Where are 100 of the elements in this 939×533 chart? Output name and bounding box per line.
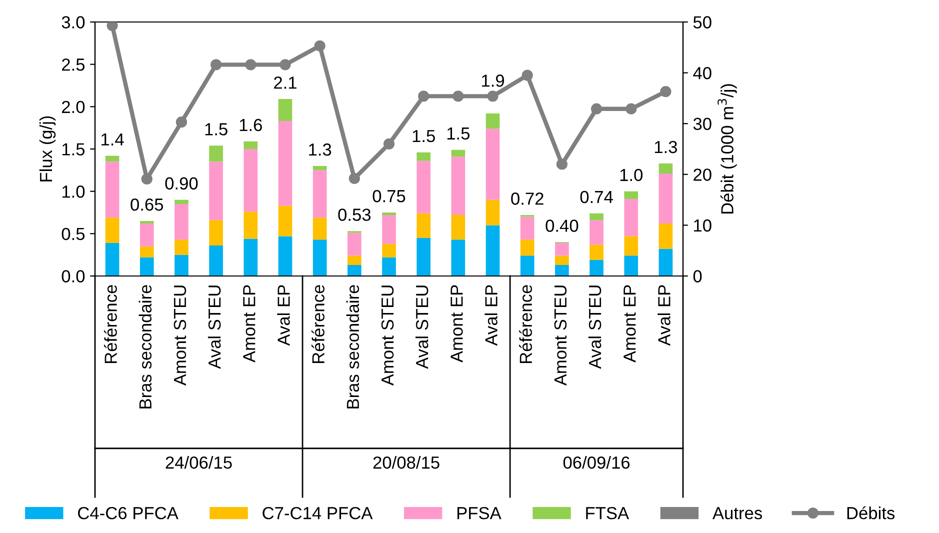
point <box>348 172 360 184</box>
total-label: 0.72 <box>511 192 544 205</box>
bar <box>174 240 188 255</box>
y2-tick-label: 40 <box>693 66 712 80</box>
bar <box>244 238 258 276</box>
y-axis-title: Flux (g/j) <box>39 116 56 182</box>
point <box>452 90 464 102</box>
bar <box>416 160 431 214</box>
bar <box>278 206 292 236</box>
point <box>522 70 533 81</box>
bar <box>174 204 188 240</box>
text: 20/08/15 <box>373 456 440 469</box>
bar <box>486 200 500 226</box>
bar <box>105 218 120 243</box>
bar <box>590 213 604 220</box>
bar <box>105 156 120 162</box>
bar <box>555 264 569 276</box>
bar <box>590 244 604 260</box>
point <box>245 59 256 70</box>
point <box>383 138 395 150</box>
bar <box>209 246 223 276</box>
point <box>487 90 498 102</box>
bar <box>105 242 120 276</box>
total-label: 0.90 <box>165 177 198 190</box>
total-label: 1.9 <box>482 74 504 87</box>
bar <box>347 232 362 256</box>
point <box>280 59 291 70</box>
x-tick-label: Amont STEU <box>174 286 186 386</box>
total-label: 1.5 <box>412 130 435 142</box>
total-label: 1.6 <box>240 118 262 132</box>
x-tick-label: Aval STEU <box>208 286 221 369</box>
bar <box>451 156 466 216</box>
x-tick-label: Référence <box>104 285 117 364</box>
bar <box>382 212 396 216</box>
y2-tick-label: 10 <box>694 219 712 232</box>
legend-label: C4-C6 PFCA <box>78 506 178 520</box>
bar <box>209 220 223 246</box>
x-tick-label: Aval STEU <box>588 286 602 369</box>
x-tick-label: Amont EP <box>450 285 463 362</box>
bar <box>312 218 327 240</box>
y-tick-label: 0.5 <box>62 228 85 240</box>
bar <box>486 113 500 129</box>
bar <box>278 99 292 122</box>
x-tick-label: Aval STEU <box>415 286 428 369</box>
bar <box>312 170 327 218</box>
point <box>556 158 568 170</box>
x-tick-label: Amont EP <box>243 285 256 362</box>
point <box>590 103 602 114</box>
bar <box>209 146 223 162</box>
bar <box>140 257 154 276</box>
bar <box>140 246 154 258</box>
point <box>660 86 672 98</box>
total-label: 1.3 <box>654 140 678 154</box>
x-tick-label: Aval EP <box>277 285 290 346</box>
total-label: 0.74 <box>580 190 613 204</box>
legend-label: FTSA <box>586 506 630 520</box>
y-tick-label: 1.5 <box>62 143 85 156</box>
bar <box>624 256 638 276</box>
y-tick-label: 0.0 <box>62 270 85 282</box>
y-tick-label: 2.0 <box>62 100 85 114</box>
total-label: 1.3 <box>309 143 332 156</box>
bar <box>451 150 466 157</box>
bar <box>312 240 327 276</box>
bar <box>590 260 604 276</box>
bar <box>624 236 638 256</box>
x-tick-label: Bras secondaire <box>346 285 360 408</box>
point <box>418 90 430 102</box>
bar <box>486 225 500 276</box>
y-tick-label: 2.5 <box>62 58 85 71</box>
bar <box>416 213 431 238</box>
bar <box>486 128 500 200</box>
point <box>141 173 152 185</box>
bar <box>416 152 431 161</box>
text: 24/06/15 <box>166 456 232 469</box>
bar <box>312 166 327 170</box>
bar <box>658 163 673 174</box>
point <box>626 103 637 114</box>
bar <box>174 200 188 204</box>
bar <box>244 149 258 212</box>
y-tick-label: 3.0 <box>62 16 85 28</box>
point <box>176 116 188 128</box>
y2-tick-label: 20 <box>694 168 712 181</box>
total-label: 0.53 <box>338 208 371 221</box>
bar <box>105 162 120 218</box>
total-label: 1.0 <box>620 168 643 182</box>
bar <box>278 121 292 206</box>
bar <box>382 215 396 244</box>
x-tick-label: Référence <box>519 285 532 364</box>
legend-label: C7-C14 PFCA <box>262 506 373 520</box>
y2-tick-label: 30 <box>693 118 712 130</box>
bar <box>278 236 292 276</box>
legend-label: PFSA <box>457 506 502 520</box>
bar <box>451 215 466 240</box>
point <box>106 22 118 32</box>
y-tick-label: 1.0 <box>62 186 85 198</box>
bar <box>520 216 534 240</box>
total-label: 0.75 <box>372 190 406 202</box>
bar <box>140 220 154 224</box>
x-tick-label: Référence <box>312 285 324 364</box>
total-label: 2.1 <box>274 76 296 89</box>
